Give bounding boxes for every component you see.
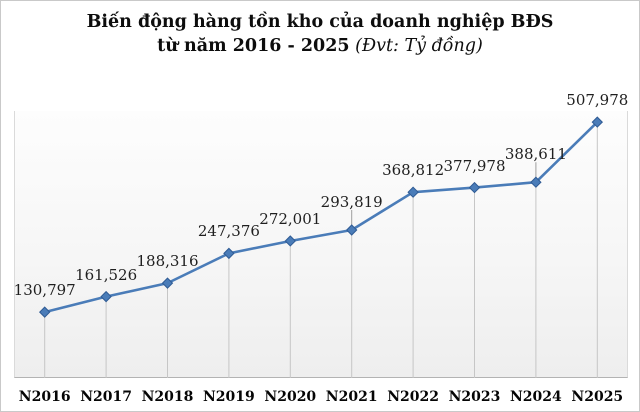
x-axis-label: N2025 xyxy=(571,389,624,405)
x-axis-label: N2022 xyxy=(387,389,439,405)
data-label: 507,978 xyxy=(566,91,629,110)
data-label: 161,526 xyxy=(75,265,138,284)
chart-title: Biến động hàng tồn kho của doanh nghiệp … xyxy=(1,10,639,58)
x-axis-label: N2020 xyxy=(264,389,317,405)
data-label: 377,978 xyxy=(443,156,506,175)
data-label: 388,611 xyxy=(504,145,567,164)
x-axis-label: N2017 xyxy=(80,389,132,405)
chart-title-unit: (Đvt: Tỷ đồng) xyxy=(349,36,483,56)
chart-title-range: từ năm 2016 - 2025 xyxy=(157,36,350,56)
x-axis-label: N2023 xyxy=(448,389,501,405)
x-axis-label: N2016 xyxy=(18,389,71,405)
chart-title-line1: Biến động hàng tồn kho của doanh nghiệp … xyxy=(86,12,554,32)
data-label: 188,316 xyxy=(136,252,199,271)
x-axis-label: N2024 xyxy=(510,389,562,405)
x-axis-label: N2019 xyxy=(203,389,255,405)
data-label: 130,797 xyxy=(13,281,76,300)
x-axis-label: N2021 xyxy=(325,389,378,405)
data-label: 293,819 xyxy=(320,192,383,211)
data-label: 272,001 xyxy=(259,209,322,228)
chart-title-line2: từ năm 2016 - 2025 (Đvt: Tỷ đồng) xyxy=(1,34,639,58)
x-axis-label: N2018 xyxy=(141,389,194,405)
data-label: 368,812 xyxy=(382,161,445,180)
data-label: 247,376 xyxy=(197,222,260,241)
